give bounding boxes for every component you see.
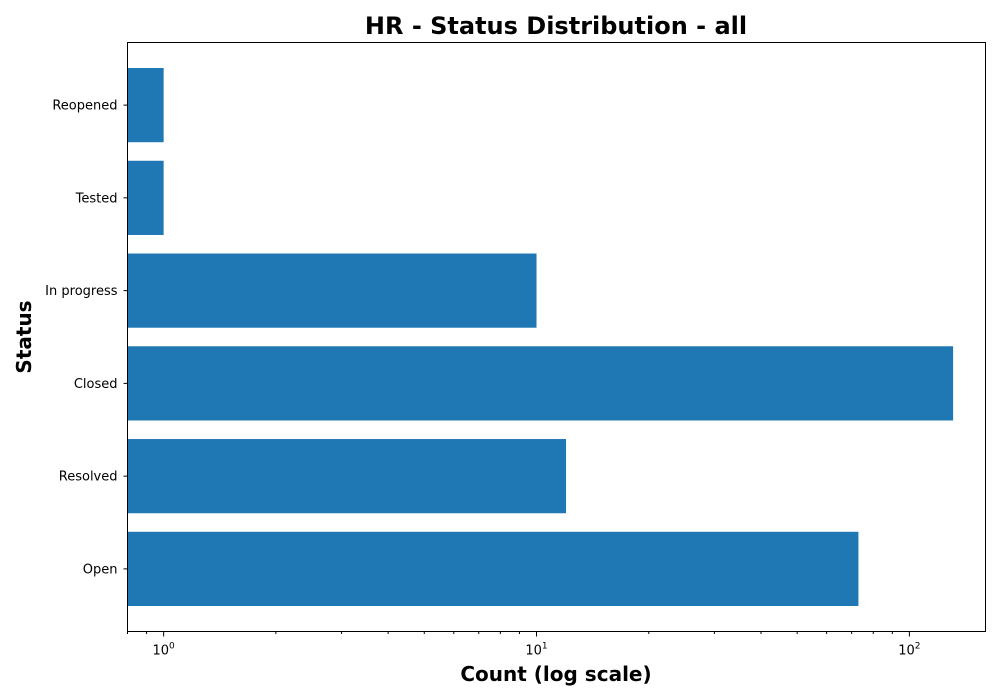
bar-tested [127, 160, 164, 235]
y-tick-label: Resolved [59, 470, 118, 485]
x-tick-label: 101 [525, 642, 547, 659]
x-axis-ticks: 100 101 102 [127, 631, 921, 659]
x-tick-label: 102 [898, 642, 920, 659]
x-axis-label: Count (log scale) [460, 662, 651, 686]
y-axis-label: Status [12, 300, 36, 373]
bar-open [127, 531, 859, 606]
bar-in-progress [127, 253, 537, 328]
bar-resolved [127, 439, 567, 514]
y-tick-label: Closed [74, 377, 118, 392]
chart-title: HR - Status Distribution - all [365, 12, 747, 40]
x-tick-label: 100 [152, 642, 175, 659]
bars-group [127, 68, 954, 606]
y-tick-label: Open [83, 562, 118, 577]
bar-reopened [127, 68, 164, 143]
plot-area-frame [127, 42, 986, 632]
bar-closed [127, 346, 954, 421]
y-axis-ticks: Open Resolved Closed In progress Tested Reope… [45, 99, 128, 577]
y-tick-label: Tested [75, 191, 118, 206]
y-tick-label: In progress [45, 284, 118, 299]
y-tick-label: Reopened [52, 99, 117, 114]
